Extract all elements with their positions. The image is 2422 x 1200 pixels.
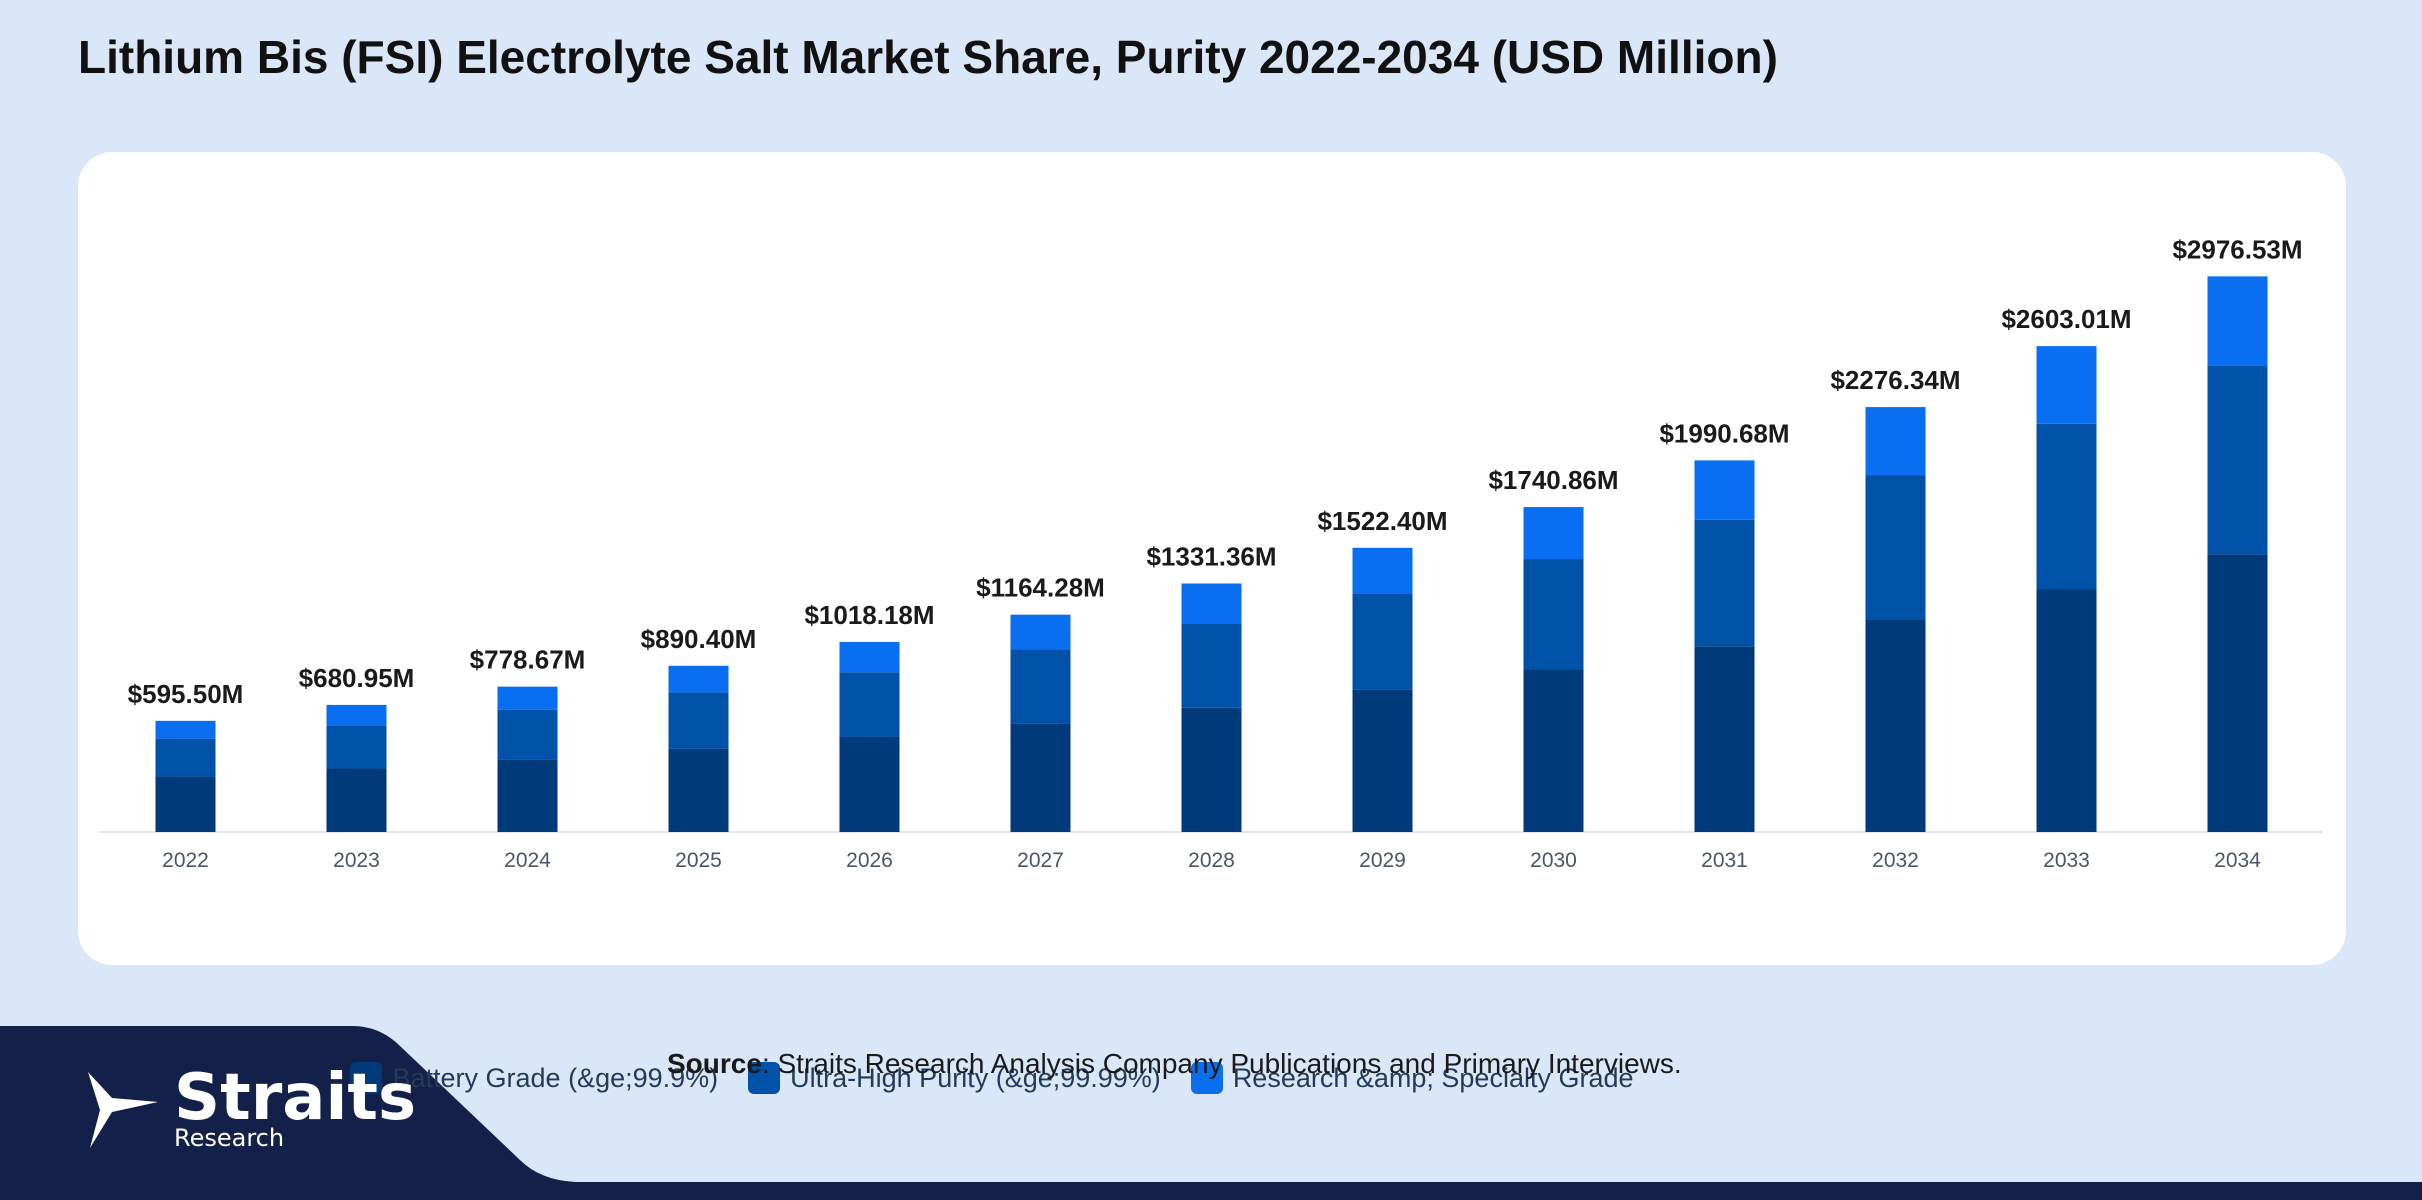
bar-2033-series-2 bbox=[2036, 423, 2097, 590]
total-label-2028: $1331.36M bbox=[1146, 541, 1276, 571]
legend-swatch-3 bbox=[1190, 1062, 1223, 1094]
bar-2022-series-3 bbox=[155, 720, 216, 739]
bar-2034-series-2 bbox=[2207, 365, 2268, 555]
bar-2034-series-3 bbox=[2207, 276, 2268, 366]
total-label-2024: $778.67M bbox=[470, 645, 586, 675]
bar-2034-series-1 bbox=[2207, 554, 2268, 832]
legend-item-1: Battery Grade (&ge;99.9%) bbox=[350, 1062, 718, 1094]
legend-item-3: Research &amp; Specialty Grade bbox=[1190, 1062, 1634, 1094]
bar-2032-series-3 bbox=[1865, 407, 1926, 476]
bar-2026-series-1 bbox=[839, 736, 900, 832]
legend-label-1: Battery Grade (&ge;99.9%) bbox=[392, 1062, 719, 1093]
bar-2029-series-1 bbox=[1352, 689, 1413, 832]
bar-2030-series-1 bbox=[1523, 669, 1584, 832]
bar-2022-series-1 bbox=[155, 776, 216, 832]
bar-2025-series-1 bbox=[668, 748, 729, 832]
legend-item-2: Ultra-High Purity (&ge;99.99%) bbox=[748, 1062, 1161, 1094]
bar-2023-series-2 bbox=[326, 725, 387, 769]
legend-label-2: Ultra-High Purity (&ge;99.99%) bbox=[790, 1062, 1161, 1093]
bar-2024-series-2 bbox=[497, 709, 558, 760]
straits-logo: Straits Research bbox=[82, 1061, 417, 1152]
footer-dark-shape bbox=[0, 1026, 2422, 1200]
bar-2024-series-1 bbox=[497, 759, 558, 832]
bar-2028-series-1 bbox=[1181, 707, 1242, 832]
legend-swatch-2 bbox=[748, 1062, 781, 1094]
x-tick-2031: 2031 bbox=[1701, 849, 1748, 872]
bar-2033-series-1 bbox=[2036, 589, 2097, 832]
bar-2032-series-2 bbox=[1865, 475, 1926, 620]
source-note: Source: Straits Research Analysis Compan… bbox=[667, 1048, 1682, 1080]
total-label-2027: $1164.28M bbox=[976, 573, 1105, 603]
stacked-bar-chart: $595.50M 2022 $680.95M 2023 $778.67M 2024 $890… bbox=[100, 234, 2323, 872]
x-tick-2023: 2023 bbox=[333, 849, 380, 872]
total-label-2031: $1990.68M bbox=[1659, 418, 1789, 448]
x-tick-2032: 2032 bbox=[1872, 849, 1919, 872]
x-tick-2030: 2030 bbox=[1530, 849, 1577, 872]
bar-2030-series-3 bbox=[1523, 507, 1584, 560]
logo-sub-text: Research bbox=[174, 1124, 285, 1152]
bar-2028-series-3 bbox=[1181, 583, 1242, 624]
chart-legend: Battery Grade (&ge;99.9%) Ultra-High Puri… bbox=[78, 1062, 1906, 1094]
bar-2032-series-1 bbox=[1865, 619, 1926, 832]
total-label-2030: $1740.86M bbox=[1488, 465, 1618, 495]
x-tick-2028: 2028 bbox=[1188, 849, 1235, 872]
source-label: Source bbox=[667, 1048, 762, 1079]
bar-2031-series-3 bbox=[1694, 460, 1755, 520]
legend-swatch-1 bbox=[350, 1062, 383, 1094]
x-tick-2029: 2029 bbox=[1359, 849, 1406, 872]
legend-label-3: Research &amp; Specialty Grade bbox=[1232, 1062, 1634, 1093]
x-tick-2024: 2024 bbox=[504, 849, 551, 872]
source-text: : Straits Research Analysis Company Publ… bbox=[761, 1048, 1682, 1079]
bar-2023-series-1 bbox=[326, 768, 387, 832]
total-label-2032: $2276.34M bbox=[1830, 365, 1960, 395]
bar-2027-series-2 bbox=[1010, 649, 1071, 724]
total-label-2033: $2603.01M bbox=[2001, 304, 2131, 334]
bar-2022-series-2 bbox=[155, 738, 216, 777]
bar-2025-series-2 bbox=[668, 692, 729, 749]
bar-2027-series-3 bbox=[1010, 614, 1071, 650]
arrow-flag-icon bbox=[88, 1072, 158, 1148]
total-label-2023: $680.95M bbox=[299, 663, 415, 693]
chart-card: $595.50M 2022 $680.95M 2023 $778.67M 2024 $890… bbox=[78, 152, 2346, 1094]
bar-2028-series-2 bbox=[1181, 623, 1242, 708]
x-tick-2026: 2026 bbox=[846, 849, 893, 872]
bar-2033-series-3 bbox=[2036, 346, 2097, 424]
chart-title: Lithium Bis (FSI) Electrolyte Salt Marke… bbox=[78, 31, 1778, 83]
total-label-2034: $2976.53M bbox=[2172, 234, 2302, 264]
x-tick-2034: 2034 bbox=[2214, 849, 2261, 872]
bar-2024-series-3 bbox=[497, 686, 558, 710]
total-label-2029: $1522.40M bbox=[1317, 506, 1447, 536]
bar-2026-series-3 bbox=[839, 641, 900, 673]
bar-2031-series-1 bbox=[1694, 646, 1755, 832]
bar-2023-series-3 bbox=[326, 704, 387, 726]
logo-main-text: Straits bbox=[174, 1061, 417, 1135]
x-tick-2027: 2027 bbox=[1017, 849, 1064, 872]
bar-2025-series-3 bbox=[668, 665, 729, 693]
total-label-2025: $890.40M bbox=[641, 624, 757, 654]
total-label-2022: $595.50M bbox=[128, 679, 244, 709]
x-tick-2022: 2022 bbox=[162, 849, 209, 872]
bar-2031-series-2 bbox=[1694, 519, 1755, 647]
bar-2026-series-2 bbox=[839, 672, 900, 737]
bar-2027-series-1 bbox=[1010, 723, 1071, 832]
bar-2030-series-2 bbox=[1523, 559, 1584, 670]
x-tick-2025: 2025 bbox=[675, 849, 722, 872]
total-label-2026: $1018.18M bbox=[804, 600, 934, 630]
x-tick-2033: 2033 bbox=[2043, 849, 2090, 872]
bar-2029-series-3 bbox=[1352, 547, 1413, 594]
bar-2029-series-2 bbox=[1352, 593, 1413, 690]
